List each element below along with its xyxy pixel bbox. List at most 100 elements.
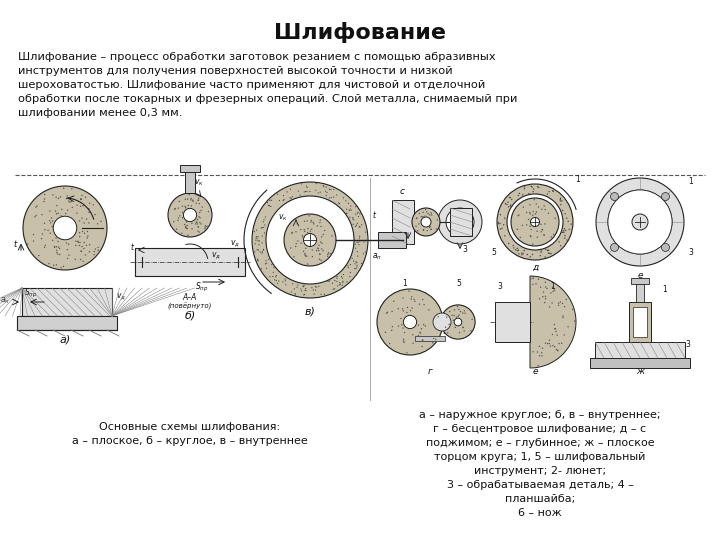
- Circle shape: [472, 319, 473, 320]
- Circle shape: [538, 206, 539, 208]
- Circle shape: [325, 186, 327, 187]
- Circle shape: [276, 280, 277, 281]
- Circle shape: [557, 350, 559, 351]
- Circle shape: [186, 221, 187, 222]
- Circle shape: [321, 236, 323, 238]
- Circle shape: [255, 243, 256, 245]
- Circle shape: [79, 236, 81, 237]
- Circle shape: [549, 306, 550, 308]
- Circle shape: [456, 306, 458, 307]
- Circle shape: [35, 206, 37, 208]
- Text: 5: 5: [491, 248, 496, 257]
- Circle shape: [518, 214, 520, 215]
- Circle shape: [451, 315, 453, 316]
- Circle shape: [411, 296, 413, 298]
- Circle shape: [432, 342, 433, 343]
- Circle shape: [66, 195, 68, 197]
- Circle shape: [50, 233, 51, 234]
- Circle shape: [518, 215, 519, 217]
- Circle shape: [268, 259, 269, 260]
- Circle shape: [89, 202, 91, 204]
- Circle shape: [412, 208, 440, 236]
- Circle shape: [55, 211, 56, 212]
- Circle shape: [261, 227, 262, 228]
- Circle shape: [44, 198, 45, 200]
- Circle shape: [539, 355, 540, 356]
- Circle shape: [271, 200, 272, 201]
- Circle shape: [430, 226, 431, 227]
- Circle shape: [56, 205, 58, 206]
- Circle shape: [421, 346, 423, 347]
- Circle shape: [285, 280, 286, 281]
- Circle shape: [185, 207, 186, 208]
- Circle shape: [321, 242, 323, 244]
- Circle shape: [189, 194, 190, 195]
- Circle shape: [263, 227, 264, 228]
- Circle shape: [386, 313, 387, 314]
- Circle shape: [89, 251, 90, 253]
- Circle shape: [554, 328, 556, 329]
- Circle shape: [522, 194, 523, 195]
- Circle shape: [421, 217, 431, 227]
- Circle shape: [418, 335, 419, 336]
- Circle shape: [522, 225, 523, 226]
- Circle shape: [350, 272, 351, 273]
- Circle shape: [565, 230, 567, 231]
- Circle shape: [196, 221, 197, 223]
- Circle shape: [532, 254, 534, 255]
- Circle shape: [266, 268, 267, 269]
- Text: $v_д$: $v_д$: [230, 239, 240, 249]
- Circle shape: [420, 328, 422, 329]
- Circle shape: [294, 294, 296, 295]
- Circle shape: [61, 208, 63, 210]
- Circle shape: [321, 248, 323, 249]
- Circle shape: [273, 272, 274, 273]
- Circle shape: [559, 343, 560, 345]
- Circle shape: [531, 218, 539, 227]
- Circle shape: [562, 303, 563, 304]
- Circle shape: [173, 221, 174, 222]
- Circle shape: [537, 186, 539, 187]
- Circle shape: [464, 330, 465, 332]
- Circle shape: [552, 291, 554, 292]
- Circle shape: [557, 334, 558, 336]
- Circle shape: [94, 214, 96, 215]
- Circle shape: [530, 278, 531, 280]
- Circle shape: [559, 241, 560, 242]
- Text: 1: 1: [575, 175, 580, 184]
- Circle shape: [353, 219, 354, 220]
- Circle shape: [445, 327, 446, 328]
- Circle shape: [423, 324, 424, 326]
- Circle shape: [355, 214, 356, 215]
- Circle shape: [36, 205, 37, 207]
- Circle shape: [422, 340, 423, 341]
- Circle shape: [342, 281, 343, 282]
- Circle shape: [265, 263, 266, 265]
- Circle shape: [357, 212, 359, 213]
- Circle shape: [329, 188, 330, 190]
- Circle shape: [408, 291, 410, 292]
- Circle shape: [184, 208, 197, 221]
- Circle shape: [329, 198, 330, 199]
- Circle shape: [272, 276, 274, 277]
- Circle shape: [89, 244, 90, 246]
- Circle shape: [258, 249, 259, 251]
- Wedge shape: [438, 200, 482, 244]
- Bar: [22, 288, 112, 316]
- Circle shape: [304, 294, 305, 295]
- Circle shape: [276, 275, 277, 276]
- Circle shape: [423, 229, 424, 231]
- Circle shape: [199, 231, 200, 233]
- Circle shape: [535, 283, 536, 285]
- Circle shape: [86, 218, 87, 220]
- Circle shape: [71, 207, 73, 208]
- Circle shape: [391, 329, 392, 331]
- Circle shape: [260, 252, 261, 253]
- Circle shape: [336, 194, 337, 195]
- Circle shape: [339, 284, 340, 286]
- Circle shape: [357, 251, 358, 252]
- Circle shape: [270, 206, 271, 207]
- Text: $v_д$: $v_д$: [116, 292, 126, 302]
- Circle shape: [264, 225, 266, 226]
- Bar: [631, 278, 649, 284]
